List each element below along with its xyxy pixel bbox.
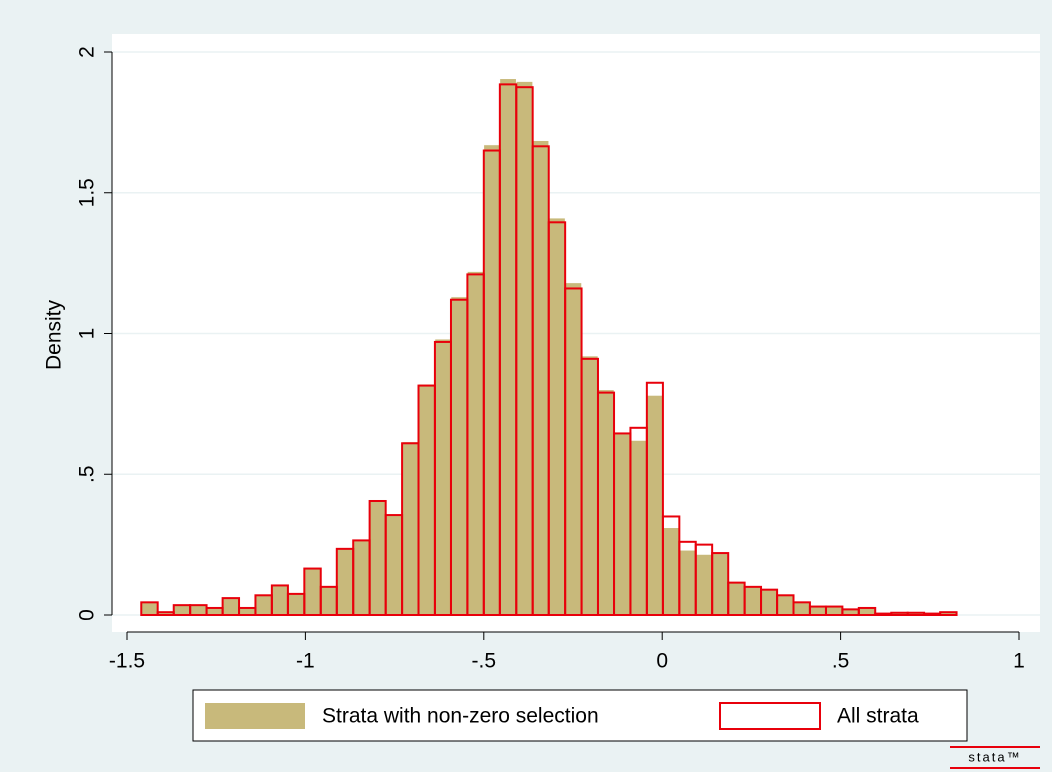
bar [744,586,762,616]
x-tick-label: 1 [1013,650,1025,673]
bar [418,383,436,616]
y-tick-label: 2 [76,46,99,58]
x-tick-label: -.5 [472,650,497,673]
bar [613,433,631,616]
bar [352,540,370,616]
bar [695,554,713,616]
y-tick-label: .5 [76,465,99,483]
x-tick-label: 0 [656,650,668,673]
bar [206,607,223,616]
bar [857,606,877,617]
legend [192,689,968,742]
bar [727,582,745,616]
bar [711,552,729,616]
bar [679,549,697,616]
bar [401,441,419,616]
bar [287,593,305,616]
bar [776,594,794,616]
bar [238,607,256,616]
bar [597,389,615,616]
bar [874,612,893,617]
bar [793,602,811,616]
bar [825,606,843,616]
bar [499,78,517,616]
bar [450,296,468,616]
bar [173,604,191,616]
bar [646,395,664,616]
x-tick-label: -1.5 [109,650,145,673]
y-tick-label: 0 [76,609,99,621]
legend-swatch [205,703,305,729]
bar [434,338,452,616]
bar [255,594,273,616]
bar [809,606,827,616]
bar [645,381,664,617]
legend-label: All strata [837,705,919,728]
bar [222,597,240,616]
bar [548,217,566,616]
bar [581,355,599,616]
logo: stata™ [968,749,1021,764]
bar [515,81,533,616]
bar [923,612,942,617]
y-axis-label: Density [43,299,66,370]
bar [271,585,289,616]
bar [532,140,550,616]
legend-swatch [719,702,821,730]
bar [140,602,158,616]
y-tick-label: 1.5 [76,178,99,207]
bar [304,568,322,616]
bar [221,597,241,616]
bar [662,527,680,616]
bar [630,440,648,616]
bar [320,586,338,616]
x-tick-label: .5 [832,650,850,673]
bar [140,601,159,617]
bar [760,589,778,616]
y-tick-label: 1 [76,328,99,340]
x-tick-label: -1 [296,650,315,673]
bar [939,611,958,616]
bar [483,144,501,616]
legend-label: Strata with non-zero selection [322,705,599,728]
bar [385,514,403,616]
bar [564,282,582,616]
bar [336,548,354,616]
bar [189,604,207,616]
bar [858,607,876,616]
bar [467,271,485,616]
bar [369,500,386,616]
